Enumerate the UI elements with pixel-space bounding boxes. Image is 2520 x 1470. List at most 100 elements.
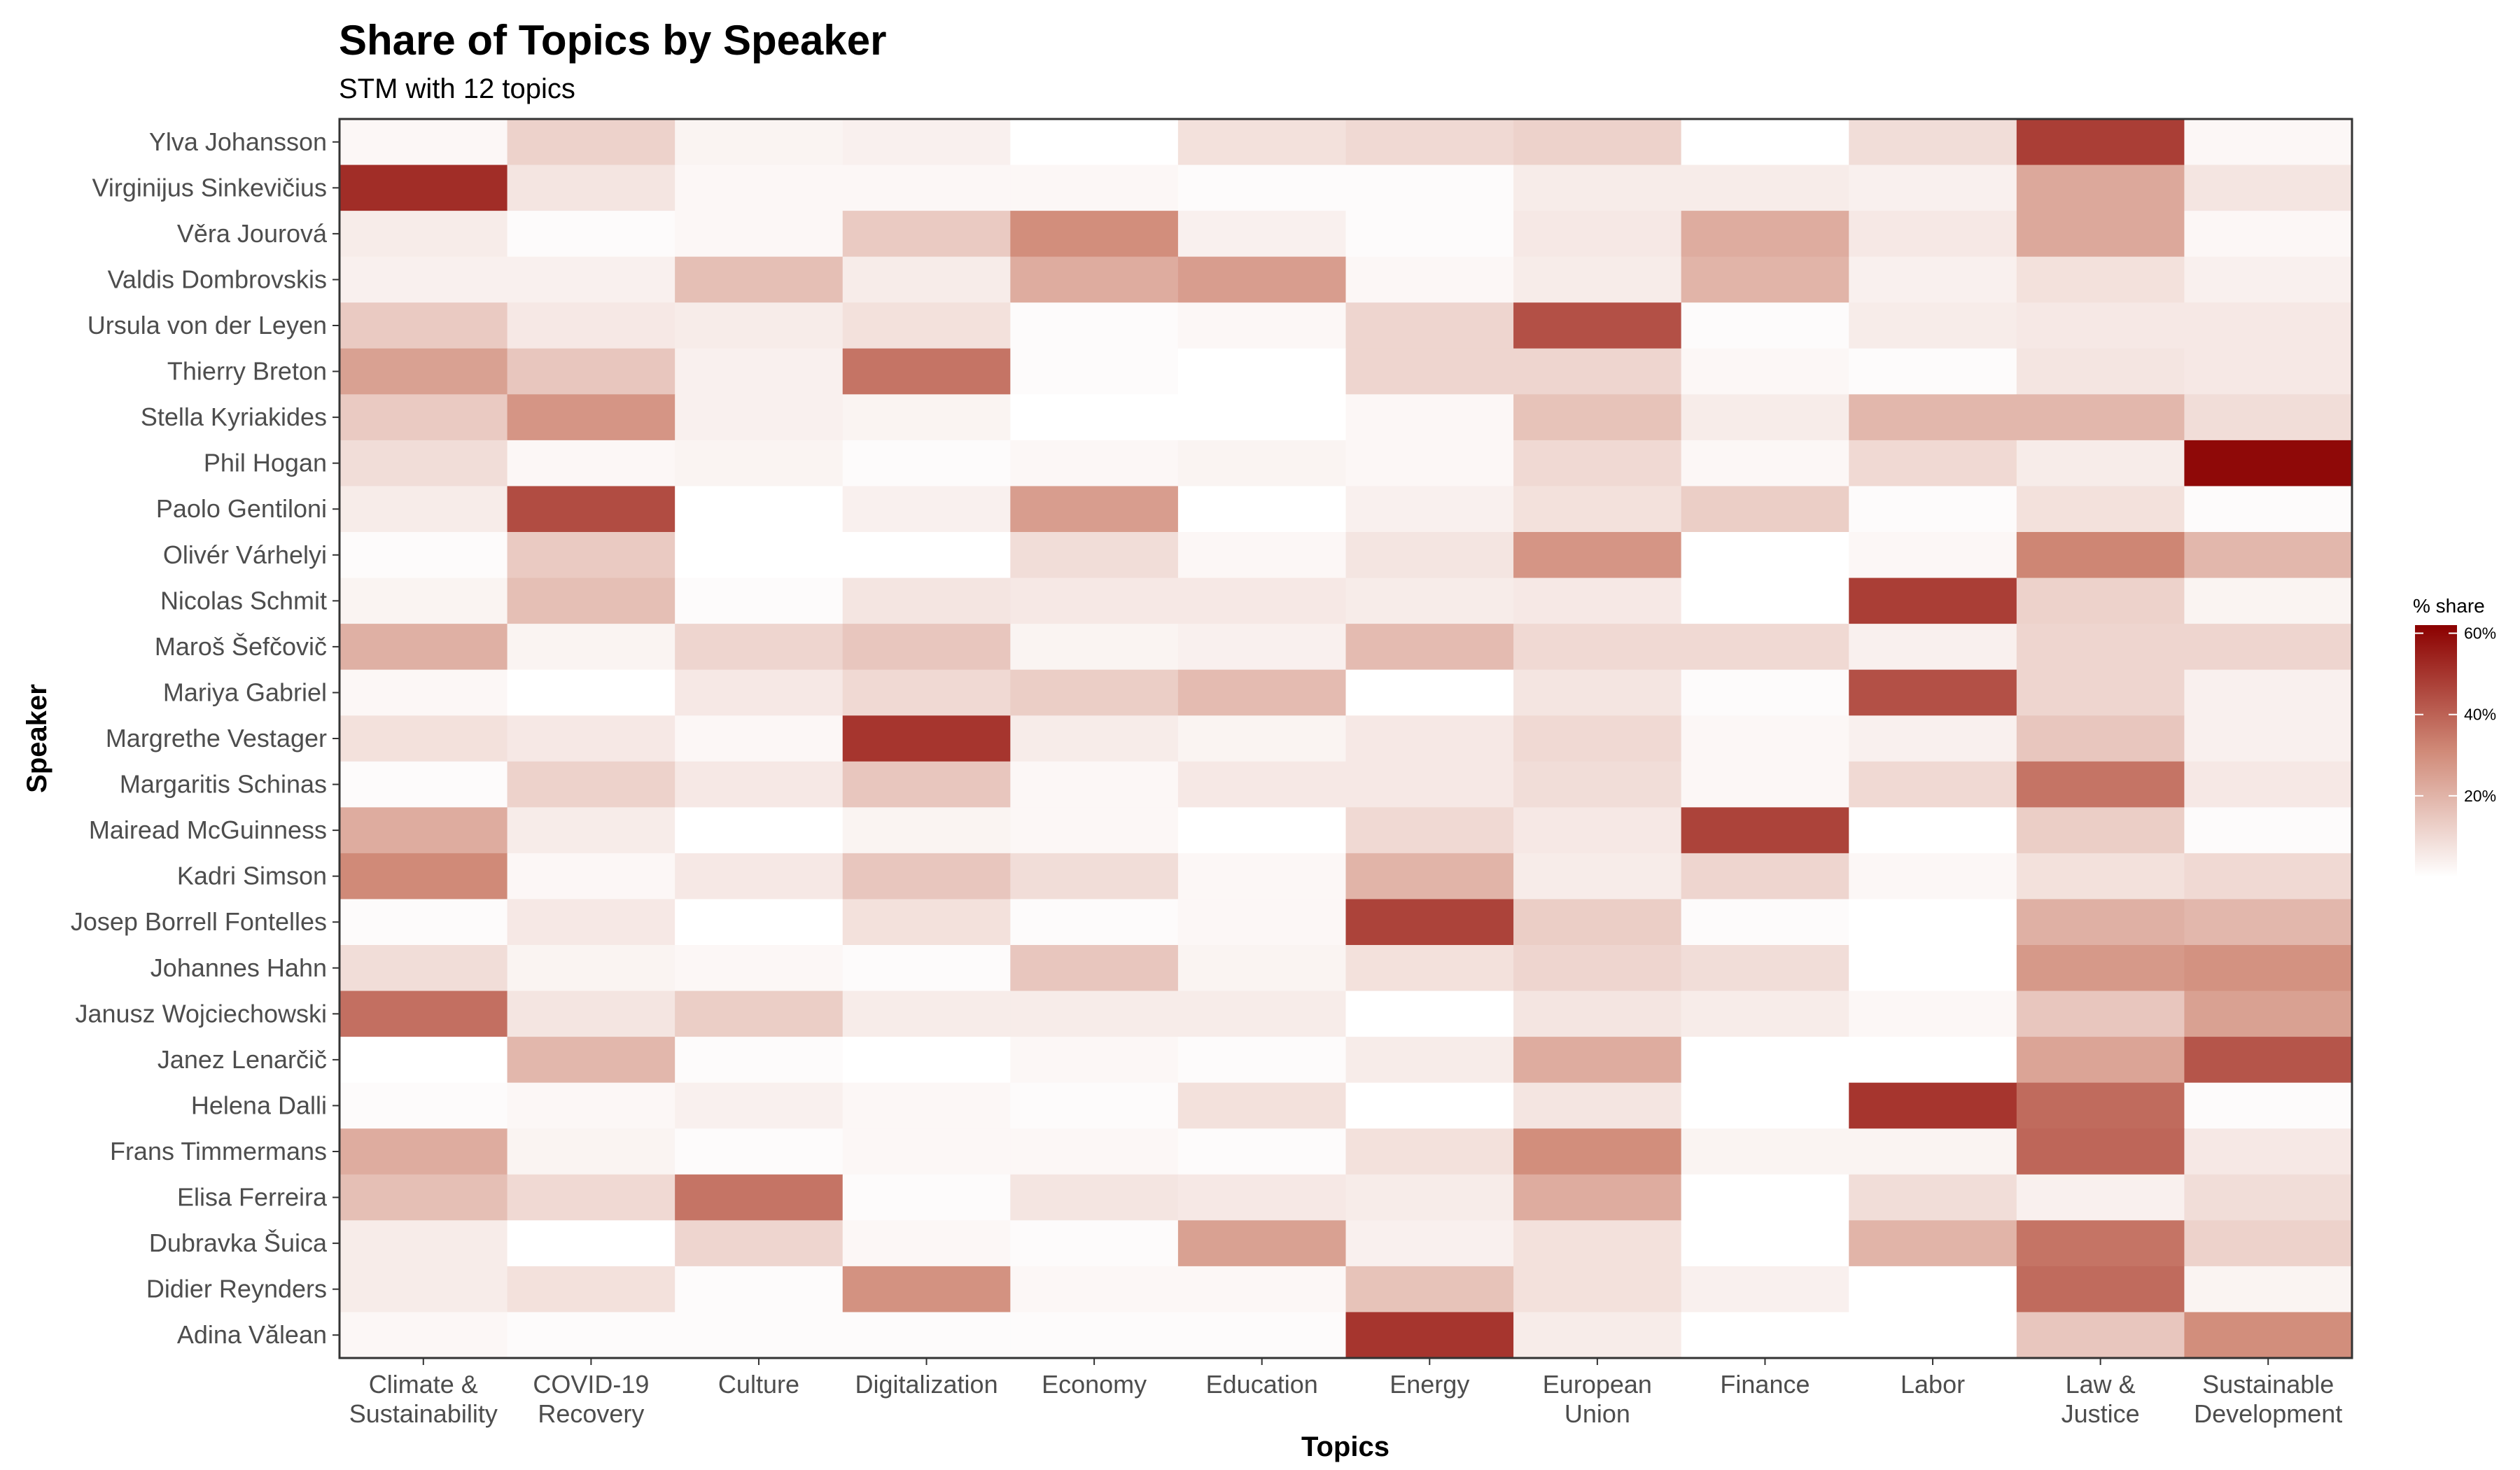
heatmap-cell [1681,348,1849,395]
heatmap-cell [2184,440,2353,486]
heatmap-cell [1010,1266,1179,1312]
heatmap-cell [1681,1174,1849,1221]
heatmap-cell [842,211,1011,258]
heatmap-cell [1345,394,1514,441]
heatmap-cell [2184,486,2353,533]
heatmap-cell [1010,624,1179,671]
heatmap-cell [2184,164,2353,211]
plot-panel [338,118,2353,1359]
heatmap-cell [2016,1220,2185,1267]
heatmap-cell [1513,1312,1682,1359]
heatmap-cell [842,119,1011,166]
heatmap-cell [1177,899,1346,946]
heatmap-cell [340,1037,508,1084]
y-tick-label: Kadri Simson [177,862,327,890]
heatmap-cell [2184,394,2353,441]
heatmap-cell [2016,853,2185,899]
heatmap-cell [1513,899,1682,946]
heatmap-cell [340,624,508,671]
heatmap-cell [675,348,844,395]
y-tick-label: Dubravka Šuica [149,1228,328,1257]
heatmap-cell [1010,164,1179,211]
heatmap-cell [1849,348,2017,395]
heatmap-cell [1849,945,2017,992]
heatmap-cell [1177,1037,1346,1084]
heatmap-cell [1010,578,1179,624]
heatmap-cell [2016,899,2185,946]
heatmap-cell [1681,440,1849,486]
heatmap-cell [1513,394,1682,441]
heatmap-cell [2184,853,2353,899]
heatmap-cell [340,164,508,211]
heatmap-cell [1177,853,1346,899]
heatmap-cell [1849,211,2017,258]
heatmap-cell [842,256,1011,303]
heatmap-cell [1010,302,1179,349]
y-tick-label: Margrethe Vestager [106,724,327,752]
heatmap-cell [1513,302,1682,349]
heatmap-cell [1849,899,2017,946]
legend-tick-label: 60% [2464,624,2496,643]
heatmap-cell [340,945,508,992]
heatmap-cell [1849,990,2017,1037]
heatmap-cell [842,899,1011,946]
heatmap-cell [507,715,676,762]
heatmap-cell [2184,1266,2353,1312]
heatmap-cell [507,761,676,808]
heatmap-cell [1010,1220,1179,1267]
heatmap-cell [1177,715,1346,762]
heatmap-cell [1177,761,1346,808]
heatmap-cell [2016,578,2185,624]
heatmap-cell [2016,532,2185,579]
heatmap-cell [507,164,676,211]
heatmap-cell [1345,899,1514,946]
heatmap-cell [842,1312,1011,1359]
heatmap-cell [842,853,1011,899]
heatmap-cells [340,119,2353,1359]
heatmap-cell [1010,1082,1179,1129]
heatmap-cell [1010,807,1179,854]
heatmap-cell [2016,761,2185,808]
heatmap-cell [2016,1312,2185,1359]
heatmap-cell [507,394,676,441]
heatmap-cell [507,899,676,946]
heatmap-cell [675,807,844,854]
heatmap-cell [1345,302,1514,349]
y-tick-label: Helena Dalli [191,1091,327,1119]
heatmap-cell [1681,532,1849,579]
heatmap-cell [1010,945,1179,992]
heatmap-cell [340,1174,508,1221]
heatmap-cell [2016,1037,2185,1084]
heatmap-cell [507,1037,676,1084]
heatmap-cell [1681,669,1849,716]
heatmap-cell [2184,761,2353,808]
heatmap-cell [1345,348,1514,395]
heatmap-cell [1513,761,1682,808]
heatmap-cell [1010,532,1179,579]
heatmap-cell [1345,945,1514,992]
heatmap-cell [842,486,1011,533]
heatmap-cell [1177,990,1346,1037]
heatmap-cell [2184,578,2353,624]
x-tick-label: COVID-19 Recovery [533,1370,649,1428]
y-tick-label: Margaritis Schinas [120,770,327,799]
heatmap-cell [2184,119,2353,166]
heatmap-cell [1849,164,2017,211]
heatmap-cell [1010,669,1179,716]
heatmap-cell [1345,807,1514,854]
heatmap-cell [1345,715,1514,762]
y-tick-label: Thierry Breton [167,357,327,386]
heatmap-cell [842,348,1011,395]
heatmap-cell [1010,715,1179,762]
heatmap-cell [340,578,508,624]
heatmap-cell [1513,1082,1682,1129]
legend-tick-label: 20% [2464,787,2496,805]
heatmap-cell [340,669,508,716]
heatmap-cell [675,578,844,624]
heatmap-cell [2016,624,2185,671]
y-tick-label: Janusz Wojciechowski [76,999,327,1028]
heatmap-cell [2184,1312,2353,1359]
y-axis: Ylva Johansson Virginijus Sinkevičius Věra… [71,127,340,1349]
heatmap-cell [675,440,844,486]
heatmap-cell [2016,211,2185,258]
